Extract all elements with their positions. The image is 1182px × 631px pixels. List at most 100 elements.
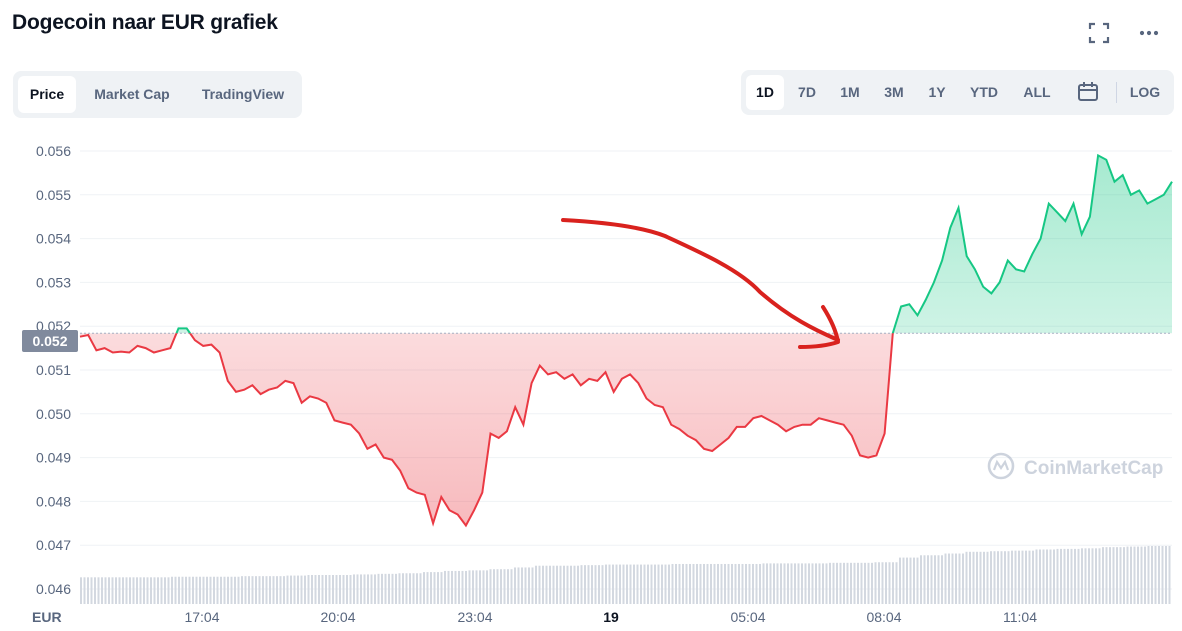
volume-bar [885, 562, 887, 604]
volume-bar [1130, 546, 1132, 604]
more-horizontal-icon[interactable] [1136, 20, 1162, 46]
volume-bar [731, 563, 733, 604]
volume-bar [794, 563, 796, 604]
volume-bar [1151, 546, 1153, 604]
volume-bar [972, 551, 975, 604]
volume-bar [962, 553, 964, 604]
range-ytd[interactable]: YTD [970, 84, 998, 100]
volume-bar [258, 576, 261, 604]
volume-bar [888, 562, 891, 604]
volume-bar [801, 563, 803, 604]
y-tick-label: 0.046 [36, 581, 71, 597]
volume-bar [353, 574, 355, 604]
volume-bar [174, 576, 177, 604]
volume-bar [216, 576, 219, 604]
volume-bar [706, 563, 709, 604]
volume-bar [440, 572, 443, 604]
tab-market-cap[interactable]: Market Cap [94, 86, 170, 102]
volume-bar [703, 563, 705, 604]
volume-bar [458, 570, 460, 604]
volume-bar [1140, 546, 1143, 604]
x-tick-label: 08:04 [866, 609, 901, 625]
volume-bar [906, 557, 908, 604]
volume-bar [335, 575, 338, 604]
tab-price[interactable]: Price [18, 76, 76, 113]
volume-bar [1007, 551, 1010, 604]
log-toggle[interactable]: LOG [1129, 84, 1161, 100]
volume-bar [178, 576, 180, 604]
volume-bar [279, 576, 282, 604]
volume-bar [570, 565, 572, 604]
volume-bar [1116, 547, 1118, 604]
y-tick-label: 0.050 [36, 406, 71, 422]
volume-bar [493, 569, 495, 604]
volume-bar [1042, 549, 1045, 604]
volume-bar [1018, 550, 1020, 604]
volume-bar [671, 563, 674, 604]
volume-bar [608, 564, 611, 604]
volume-bar [293, 575, 296, 604]
volume-bar [514, 567, 516, 604]
volume-bar [195, 576, 198, 604]
y-tick-label: 0.055 [36, 187, 71, 203]
volume-bar [199, 576, 201, 604]
volume-bar [776, 563, 779, 604]
volume-bar [1056, 548, 1059, 604]
volume-bar [444, 570, 446, 604]
volume-bar [1067, 548, 1069, 604]
volume-bar [181, 576, 184, 604]
volume-bar [241, 576, 243, 604]
fullscreen-icon[interactable] [1086, 20, 1112, 46]
volume-bar [787, 563, 789, 604]
volume-bar [657, 564, 660, 604]
volume-bar [923, 555, 926, 604]
volume-bar [983, 551, 985, 604]
volume-bar [769, 563, 772, 604]
volume-bar [374, 574, 376, 604]
volume-bar [920, 555, 922, 604]
volume-bar [832, 562, 835, 604]
range-1m[interactable]: 1M [840, 84, 860, 100]
volume-bar [272, 576, 275, 604]
range-all[interactable]: ALL [1023, 84, 1051, 100]
volume-bar [549, 565, 551, 604]
price-line-up [175, 153, 1173, 334]
range-3m[interactable]: 3M [884, 84, 904, 100]
volume-bar [384, 573, 387, 604]
volume-bar [1049, 549, 1052, 604]
volume-bar [913, 557, 915, 604]
range-7d[interactable]: 7D [798, 84, 816, 100]
volume-bar [696, 563, 698, 604]
time-range-tabs: 1D 7D 1M 3M 1Y YTD ALL LOG [741, 70, 1174, 115]
x-tick-label: 17:04 [184, 609, 219, 625]
volume-bar [286, 575, 289, 604]
volume-bar [1109, 547, 1111, 604]
calendar-icon[interactable] [1075, 79, 1101, 105]
volume-bar [759, 563, 761, 604]
volume-bar [104, 577, 107, 604]
volume-bar [1035, 549, 1038, 604]
volume-bar [482, 570, 485, 604]
volume-bar [951, 553, 954, 604]
volume-bar [976, 551, 978, 604]
volume-bar [510, 569, 513, 604]
volume-bar [129, 577, 131, 604]
volume-bar [1039, 549, 1041, 604]
volume-bar [531, 567, 534, 604]
volume-bar [367, 574, 369, 604]
volume-bar [927, 555, 929, 604]
volume-bar [591, 565, 593, 604]
volume-bar [717, 563, 719, 604]
volume-bar [622, 564, 625, 604]
volume-bar [1165, 546, 1167, 604]
tab-tradingview[interactable]: TradingView [201, 86, 285, 102]
volume-bar [1112, 547, 1115, 604]
volume-bar [314, 575, 317, 604]
volume-bars [80, 546, 1171, 604]
volume-bar [402, 573, 404, 604]
range-1d[interactable]: 1D [746, 75, 784, 110]
range-1y[interactable]: 1Y [928, 84, 946, 100]
volume-bar [647, 564, 649, 604]
volume-bar [1098, 548, 1101, 604]
